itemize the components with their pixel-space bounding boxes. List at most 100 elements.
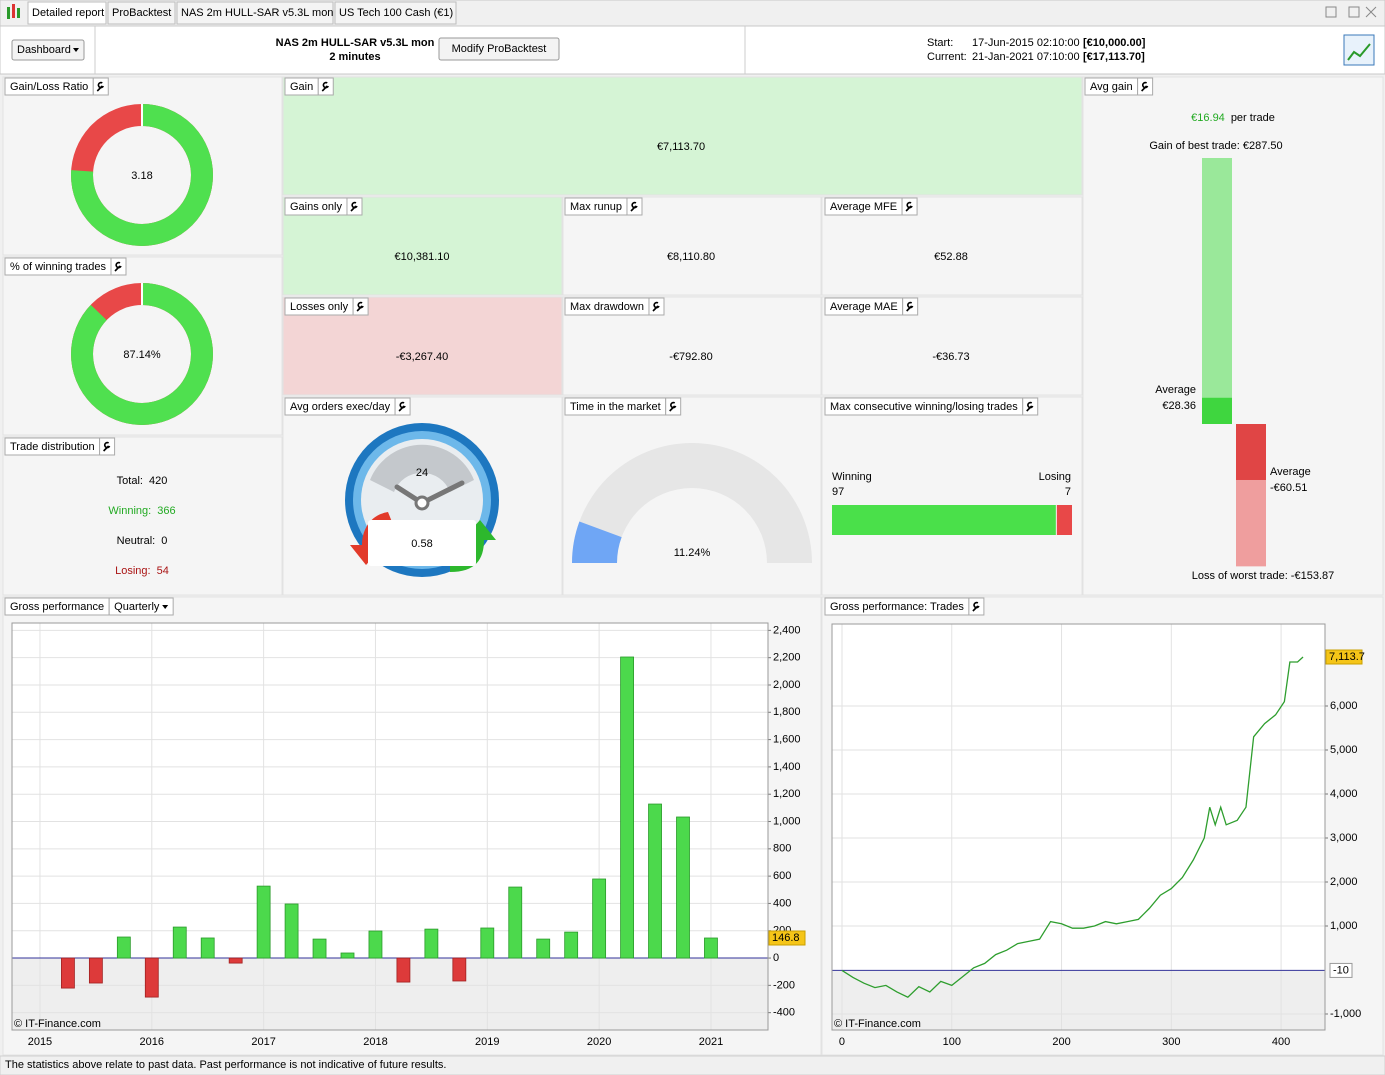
window-button[interactable] xyxy=(1325,6,1337,18)
avg-gain-value: €16.94 xyxy=(1191,112,1225,124)
bar xyxy=(256,885,271,959)
panel-title: Losses only xyxy=(290,301,349,313)
plot-area xyxy=(832,624,1325,1030)
panel-title: Gross performance: Trades xyxy=(830,601,964,613)
panel-title: Avg gain xyxy=(1090,81,1133,93)
dropdown-arrow xyxy=(162,605,169,609)
bar xyxy=(116,936,131,959)
wrench-icon xyxy=(356,301,364,312)
panel-title: Gain xyxy=(290,81,313,93)
average-mae-value: -€36.73 xyxy=(932,351,969,363)
x-tick-label: 300 xyxy=(1162,1036,1180,1048)
y-tick-label: 1,800 xyxy=(773,706,801,718)
period-dropdown[interactable] xyxy=(108,597,174,616)
worst-trade-label: Loss of worst trade: -€153.87 xyxy=(1192,570,1334,582)
panel-title: Avg orders exec/day xyxy=(290,401,391,413)
last-value-label: 146.8 xyxy=(772,932,800,944)
panel-title: Max consecutive winning/losing trades xyxy=(830,401,1018,413)
clock-label: 24 xyxy=(416,467,428,479)
y-tick-label: 2,400 xyxy=(773,624,801,636)
distribution-row: Losing: 54 xyxy=(115,565,169,577)
dashboard-button[interactable] xyxy=(11,39,85,61)
bar xyxy=(340,952,355,959)
wrench-icon xyxy=(96,81,105,92)
y-tick-label: -400 xyxy=(773,1007,795,1019)
distribution-label: Losing: xyxy=(115,565,150,577)
toolbar xyxy=(0,25,1385,75)
tab[interactable] xyxy=(27,1,107,25)
y-tick-label: 1,000 xyxy=(773,815,801,827)
gauge-track xyxy=(572,443,812,563)
y-tick-label: 400 xyxy=(773,897,791,909)
gain-loss-ratio-value: 3.18 xyxy=(131,170,152,182)
y-tick-label: 2,000 xyxy=(1330,876,1358,888)
y-tick-label: -1,000 xyxy=(1330,1008,1361,1020)
wrench-icon xyxy=(669,401,677,412)
winning-trades-value: 87.14% xyxy=(123,349,161,361)
bar xyxy=(172,926,187,959)
panel-title: Trade distribution xyxy=(10,441,95,453)
distribution-row: Neutral: 0 xyxy=(117,535,168,547)
average-loss-label: -€60.51 xyxy=(1270,482,1307,494)
wrench-icon xyxy=(652,301,660,312)
wrench-icon xyxy=(972,601,980,612)
average-win-bar xyxy=(1202,397,1232,424)
y-tick-label: 3,000 xyxy=(1330,832,1358,844)
close-button[interactable] xyxy=(1365,6,1377,18)
tab[interactable] xyxy=(176,1,334,25)
distribution-value: 54 xyxy=(157,565,169,577)
clock-dial xyxy=(370,444,474,492)
distribution-value: 0 xyxy=(161,535,167,547)
current-date: 21-Jan-2021 07:10:00 xyxy=(972,51,1080,63)
y-tick-label: 2,200 xyxy=(773,652,801,664)
distribution-row: Winning: 366 xyxy=(108,505,175,517)
bar xyxy=(396,957,411,983)
panel xyxy=(1082,76,1384,596)
average-loss-bar xyxy=(1236,424,1266,480)
x-tick-label: 2021 xyxy=(699,1036,723,1048)
bar xyxy=(424,928,439,959)
x-tick-label: 2017 xyxy=(251,1036,275,1048)
bar xyxy=(200,937,215,959)
baseline-label: -10 xyxy=(1333,964,1349,976)
wrench-icon xyxy=(906,301,914,312)
wrench-icon xyxy=(103,441,111,452)
panel-title: Average MAE xyxy=(830,301,898,313)
losing-value: 7 xyxy=(1065,486,1071,498)
distribution-row: Total: 420 xyxy=(117,475,168,487)
average-mfe-value: €52.88 xyxy=(934,251,968,263)
x-tick-label: 400 xyxy=(1272,1036,1290,1048)
x-tick-label: 0 xyxy=(839,1036,845,1048)
tab[interactable] xyxy=(107,1,176,25)
tab[interactable] xyxy=(334,1,457,25)
bar xyxy=(480,927,495,959)
plot-border xyxy=(831,623,1326,1031)
window-button[interactable] xyxy=(1348,6,1360,18)
panel-title: Max runup xyxy=(570,201,622,213)
max-runup-value: €8,110.80 xyxy=(667,251,715,263)
report-icon[interactable] xyxy=(1343,34,1375,66)
modify-button[interactable] xyxy=(438,37,560,61)
wrench-icon xyxy=(398,401,406,412)
panel-title: Gross performance xyxy=(10,601,104,613)
strategy-name: NAS 2m HULL-SAR v5.3L mon xyxy=(276,37,435,49)
panel-title: Gain/Loss Ratio xyxy=(10,81,88,93)
winning-label: Winning xyxy=(832,471,872,483)
x-tick-label: 2015 xyxy=(28,1036,52,1048)
credit: © IT-Finance.com xyxy=(14,1018,101,1030)
bar xyxy=(592,878,607,959)
timeframe: 2 minutes xyxy=(329,51,380,63)
y-tick-label: 4,000 xyxy=(1330,788,1358,800)
y-tick-label: 2,000 xyxy=(773,679,801,691)
last-value-label: 7,113.7 xyxy=(1329,651,1365,663)
y-tick-label: 800 xyxy=(773,843,791,855)
x-tick-label: 2016 xyxy=(140,1036,164,1048)
dashboard-button-label: Dashboard xyxy=(17,44,71,56)
winning-bar xyxy=(832,505,1056,535)
x-tick-label: 2018 xyxy=(363,1036,387,1048)
app-icon xyxy=(17,8,20,18)
footer-text: The statistics above relate to past data… xyxy=(5,1059,446,1071)
y-tick-label: 1,400 xyxy=(773,761,801,773)
app-icon xyxy=(7,7,10,19)
clock-pin xyxy=(414,495,430,511)
